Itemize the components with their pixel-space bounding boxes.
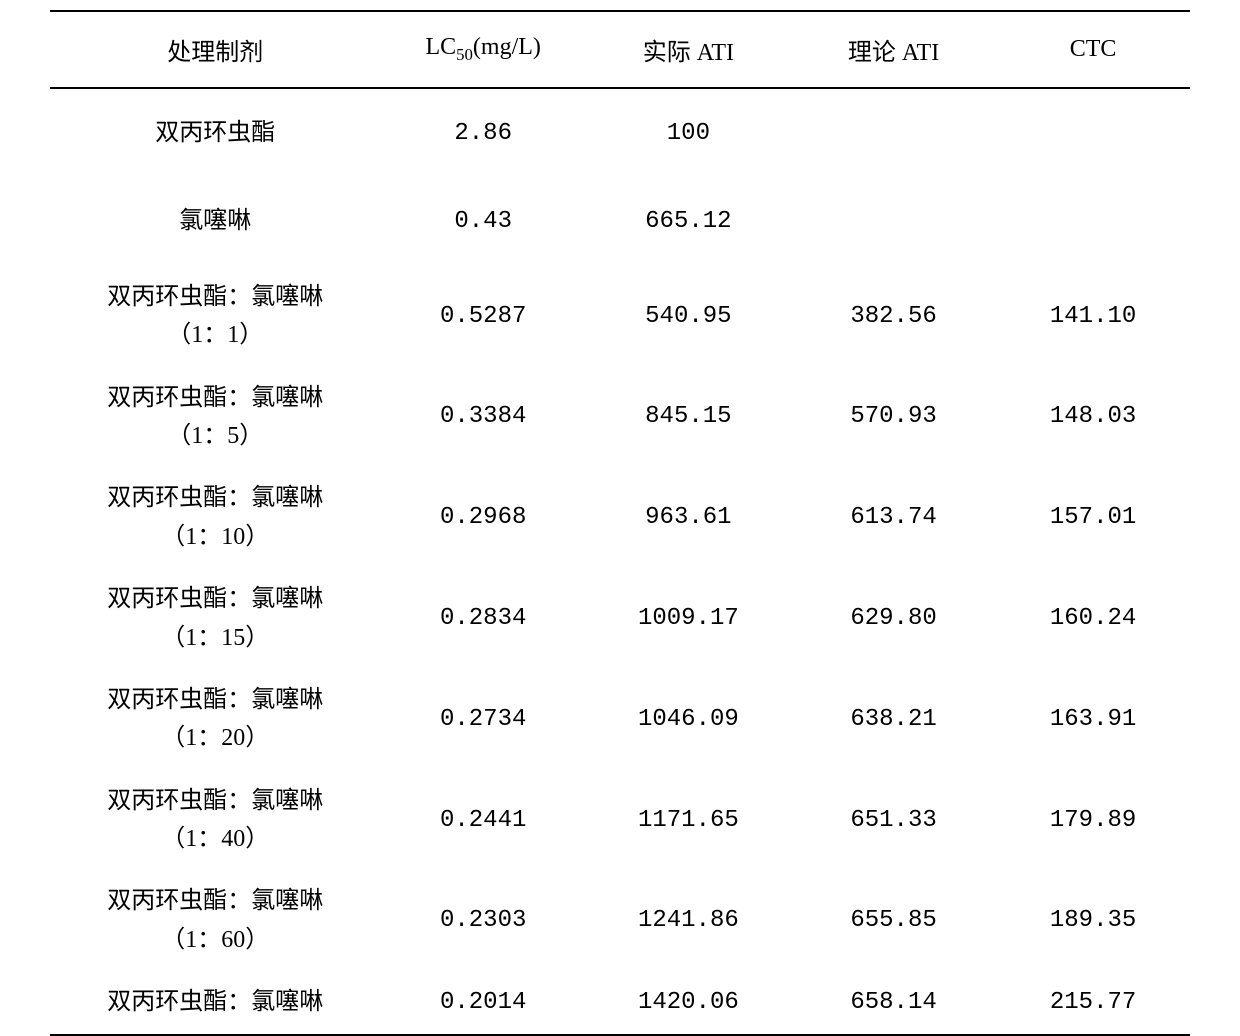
table-row: 双丙环虫酯 2.86100 bbox=[50, 88, 1190, 177]
formulation-text: 双丙环虫酯：氯噻啉 bbox=[107, 989, 323, 1015]
cell-ctc: 179.89 bbox=[996, 770, 1190, 871]
cell-formulation: 双丙环虫酯 bbox=[50, 88, 381, 177]
cell-actual_ati: 1009.17 bbox=[586, 568, 791, 669]
header-formulation: 处理制剂 bbox=[50, 11, 381, 88]
cell-theory_ati: 613.74 bbox=[791, 467, 996, 568]
cell-theory_ati: 655.85 bbox=[791, 870, 996, 971]
formulation-line1: 双丙环虫酯：氯噻啉 bbox=[58, 882, 373, 920]
cell-actual_ati: 1046.09 bbox=[586, 669, 791, 770]
data-table: 处理制剂 LC50(mg/L) 实际 ATI 理论 ATI CTC 双丙环虫酯 2… bbox=[50, 10, 1190, 1036]
header-theory-ati-text: 理论 ATI bbox=[848, 40, 939, 66]
table-row: 双丙环虫酯：氯噻啉（1：20）0.27341046.09638.21163.91 bbox=[50, 669, 1190, 770]
cell-actual_ati: 845.15 bbox=[586, 367, 791, 468]
table-header-row: 处理制剂 LC50(mg/L) 实际 ATI 理论 ATI CTC bbox=[50, 11, 1190, 88]
cell-ctc bbox=[996, 177, 1190, 265]
formulation-line2: （1：40） bbox=[58, 820, 373, 858]
formulation-line1: 双丙环虫酯：氯噻啉 bbox=[58, 681, 373, 719]
cell-theory_ati bbox=[791, 177, 996, 265]
header-actual-ati: 实际 ATI bbox=[586, 11, 791, 88]
table-row: 双丙环虫酯：氯噻啉（1：40）0.24411171.65651.33179.89 bbox=[50, 770, 1190, 871]
header-lc50-sub: 50 bbox=[456, 45, 473, 64]
cell-lc50: 0.2834 bbox=[381, 568, 586, 669]
cell-formulation: 双丙环虫酯：氯噻啉（1：10） bbox=[50, 467, 381, 568]
cell-formulation: 双丙环虫酯：氯噻啉（1：60） bbox=[50, 870, 381, 971]
formulation-line2: （1：60） bbox=[58, 921, 373, 959]
cell-theory_ati: 382.56 bbox=[791, 266, 996, 367]
header-lc50: LC50(mg/L) bbox=[381, 11, 586, 88]
cell-lc50: 0.2734 bbox=[381, 669, 586, 770]
cell-actual_ati: 665.12 bbox=[586, 177, 791, 265]
header-formulation-text: 处理制剂 bbox=[167, 40, 263, 66]
cell-actual_ati: 100 bbox=[586, 88, 791, 177]
cell-formulation: 双丙环虫酯：氯噻啉（1：40） bbox=[50, 770, 381, 871]
header-lc50-prefix: LC bbox=[425, 34, 456, 60]
formulation-text: 双丙环虫酯 bbox=[155, 120, 275, 146]
table-row: 双丙环虫酯：氯噻啉（1：1）0.5287540.95382.56141.10 bbox=[50, 266, 1190, 367]
cell-formulation: 双丙环虫酯：氯噻啉（1：5） bbox=[50, 367, 381, 468]
cell-actual_ati: 1241.86 bbox=[586, 870, 791, 971]
cell-ctc: 141.10 bbox=[996, 266, 1190, 367]
cell-lc50: 2.86 bbox=[381, 88, 586, 177]
header-ctc: CTC bbox=[996, 11, 1190, 88]
header-ctc-text: CTC bbox=[1070, 36, 1117, 62]
formulation-line1: 双丙环虫酯：氯噻啉 bbox=[58, 278, 373, 316]
cell-theory_ati: 629.80 bbox=[791, 568, 996, 669]
table-row: 双丙环虫酯：氯噻啉（1：60）0.23031241.86655.85189.35 bbox=[50, 870, 1190, 971]
header-actual-ati-text: 实际 ATI bbox=[643, 40, 734, 66]
cell-ctc: 148.03 bbox=[996, 367, 1190, 468]
cell-ctc: 157.01 bbox=[996, 467, 1190, 568]
cell-formulation: 双丙环虫酯：氯噻啉（1：1） bbox=[50, 266, 381, 367]
header-theory-ati: 理论 ATI bbox=[791, 11, 996, 88]
formulation-line1: 双丙环虫酯：氯噻啉 bbox=[58, 479, 373, 517]
table-row: 氯噻啉 0.43665.12 bbox=[50, 177, 1190, 265]
cell-lc50: 0.2303 bbox=[381, 870, 586, 971]
cell-theory_ati: 651.33 bbox=[791, 770, 996, 871]
formulation-text: 氯噻啉 bbox=[179, 208, 251, 234]
header-lc50-suffix: (mg/L) bbox=[473, 34, 541, 60]
formulation-line2: （1：20） bbox=[58, 719, 373, 757]
cell-lc50: 0.43 bbox=[381, 177, 586, 265]
table-row: 双丙环虫酯：氯噻啉（1：15）0.28341009.17629.80160.24 bbox=[50, 568, 1190, 669]
cell-ctc bbox=[996, 88, 1190, 177]
formulation-line1: 双丙环虫酯：氯噻啉 bbox=[58, 782, 373, 820]
formulation-line2: （1：10） bbox=[58, 518, 373, 556]
cell-formulation: 双丙环虫酯：氯噻啉（1：20） bbox=[50, 669, 381, 770]
formulation-line1: 双丙环虫酯：氯噻啉 bbox=[58, 379, 373, 417]
cell-actual_ati: 1171.65 bbox=[586, 770, 791, 871]
cell-actual_ati: 963.61 bbox=[586, 467, 791, 568]
cell-lc50: 0.2441 bbox=[381, 770, 586, 871]
formulation-line2: （1：5） bbox=[58, 417, 373, 455]
cell-lc50: 0.2968 bbox=[381, 467, 586, 568]
formulation-line2: （1：1） bbox=[58, 316, 373, 354]
cell-theory_ati: 638.21 bbox=[791, 669, 996, 770]
formulation-line2: （1：15） bbox=[58, 619, 373, 657]
cell-theory_ati bbox=[791, 88, 996, 177]
cell-ctc: 160.24 bbox=[996, 568, 1190, 669]
cell-actual_ati: 540.95 bbox=[586, 266, 791, 367]
table-row: 双丙环虫酯：氯噻啉（1：5）0.3384845.15570.93148.03 bbox=[50, 367, 1190, 468]
formulation-line1: 双丙环虫酯：氯噻啉 bbox=[58, 580, 373, 618]
cell-ctc: 189.35 bbox=[996, 870, 1190, 971]
table-row: 双丙环虫酯：氯噻啉（1：10）0.2968963.61613.74157.01 bbox=[50, 467, 1190, 568]
cell-lc50: 0.3384 bbox=[381, 367, 586, 468]
table-body: 双丙环虫酯2.86100氯噻啉0.43665.12双丙环虫酯：氯噻啉（1：1）0… bbox=[50, 88, 1190, 1035]
cell-lc50: 0.5287 bbox=[381, 266, 586, 367]
cell-formulation: 双丙环虫酯：氯噻啉（1：15） bbox=[50, 568, 381, 669]
cell-theory_ati: 570.93 bbox=[791, 367, 996, 468]
cell-formulation: 氯噻啉 bbox=[50, 177, 381, 265]
cell-ctc: 163.91 bbox=[996, 669, 1190, 770]
